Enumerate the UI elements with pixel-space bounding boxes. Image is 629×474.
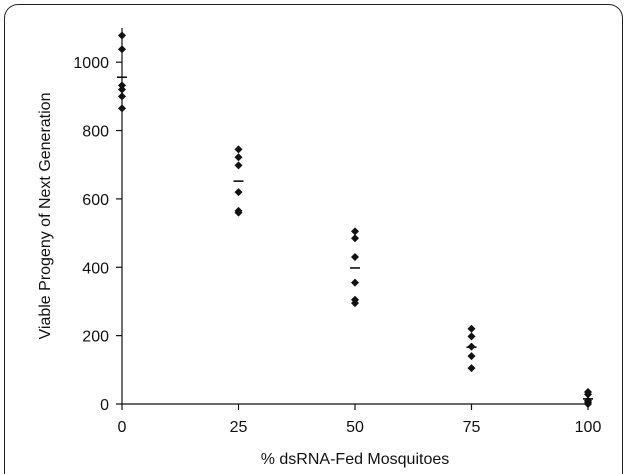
x-axis-label: % dsRNA-Fed Mosquitoes <box>261 451 450 468</box>
y-tick-label: 200 <box>82 329 109 346</box>
y-axis-label: Viable Progeny of Next Generation <box>37 93 54 340</box>
data-point <box>234 208 243 217</box>
x-tick-label: 100 <box>575 419 602 436</box>
y-tick-label: 0 <box>100 397 109 414</box>
x-tick-label: 50 <box>346 419 364 436</box>
data-point <box>118 85 126 94</box>
data-point <box>118 104 126 113</box>
data-point <box>351 253 359 262</box>
data-point <box>351 299 359 308</box>
data-point <box>467 352 476 361</box>
data-point <box>234 153 243 162</box>
chart-frame <box>4 4 623 474</box>
x-tick-label: 0 <box>118 419 127 436</box>
data-point <box>118 31 126 40</box>
data-point <box>234 188 243 197</box>
x-axis-ticks: 0 25 50 75 100 <box>118 404 602 436</box>
data-point <box>234 161 243 170</box>
y-tick-label: 800 <box>82 124 109 141</box>
data-point <box>351 234 359 243</box>
x-tick-label: 25 <box>230 419 248 436</box>
data-point <box>467 332 476 341</box>
y-tick-label: 600 <box>82 192 109 209</box>
data-points <box>118 31 592 408</box>
data-point <box>584 400 592 408</box>
data-point <box>118 81 126 90</box>
data-point <box>467 342 476 351</box>
data-point <box>584 390 592 399</box>
data-point <box>351 227 359 236</box>
data-point <box>234 145 243 154</box>
y-axis-ticks: 0 200 400 600 800 1000 <box>73 55 122 414</box>
data-point <box>118 92 126 101</box>
data-point <box>467 364 476 373</box>
y-tick-label: 400 <box>82 260 109 277</box>
data-point <box>351 278 359 287</box>
y-tick-label: 1000 <box>73 55 109 72</box>
data-point <box>118 45 126 54</box>
data-point <box>467 324 476 333</box>
x-tick-label: 75 <box>463 419 481 436</box>
